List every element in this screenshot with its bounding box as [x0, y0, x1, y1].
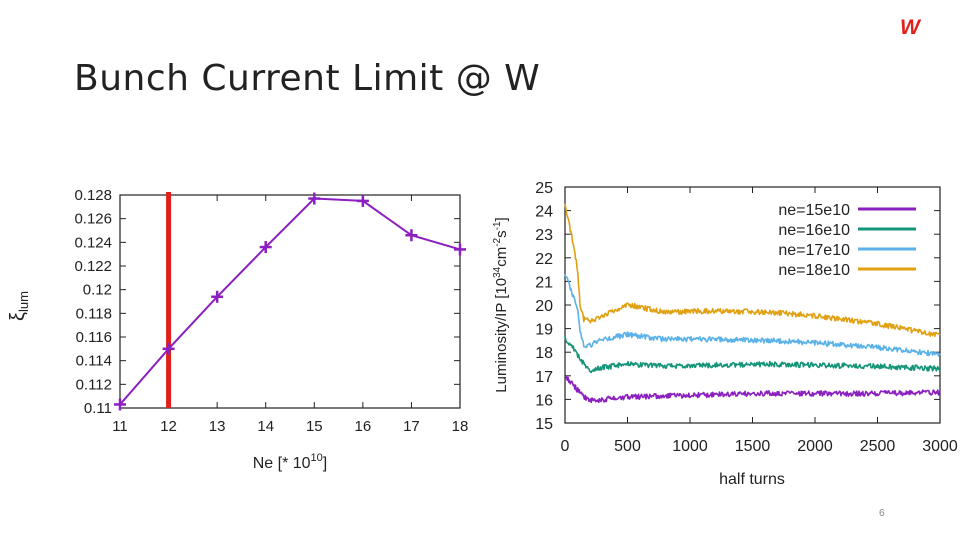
y-tick-label: 19	[535, 322, 553, 339]
x-axis-label: Ne [* 1010]	[253, 452, 328, 472]
y-tick-label: 16	[535, 392, 553, 409]
data-point	[308, 192, 321, 205]
legend-label: ne=16e10	[778, 222, 850, 239]
y-tick-label: 0.126	[74, 211, 112, 228]
data-point	[162, 342, 175, 355]
y-tick-label: 0.11	[84, 400, 112, 417]
data-point	[259, 241, 272, 254]
y-tick-label: 21	[535, 274, 553, 291]
series-line-ne=18e10	[564, 203, 941, 338]
series-line-ne=15e10	[564, 376, 941, 404]
data-point	[405, 229, 418, 242]
x-tick-label: 18	[452, 418, 469, 435]
legend-label: ne=18e10	[778, 262, 850, 279]
x-tick-label: 13	[209, 418, 226, 435]
x-tick-label: 3000	[922, 438, 958, 455]
y-tick-label: 24	[535, 204, 553, 221]
x-tick-label: 17	[403, 418, 420, 435]
x-tick-label: 11	[112, 418, 128, 435]
series-line-xi-lum	[119, 197, 461, 406]
slide-title: Bunch Current Limit @ W	[74, 58, 541, 99]
x-axis-label: half turns	[719, 471, 785, 488]
data-point	[454, 243, 466, 256]
y-tick-label: 15	[535, 416, 553, 433]
y-axis-label: ξlum	[7, 291, 31, 321]
plot-frame	[119, 194, 461, 409]
x-tick-label: 14	[257, 418, 274, 435]
x-tick-label: 1000	[672, 438, 708, 455]
data-point	[211, 290, 224, 303]
x-tick-label: 2000	[797, 438, 833, 455]
y-tick-label: 0.114	[76, 353, 112, 370]
x-tick-label: 1500	[735, 438, 771, 455]
plot-frame	[564, 186, 941, 424]
y-tick-label: 20	[535, 298, 553, 315]
y-tick-label: 0.12	[83, 282, 112, 299]
page-number: 6	[879, 508, 885, 519]
y-tick-label: 25	[535, 180, 553, 197]
x-tick-label: 15	[306, 418, 323, 435]
y-tick-label: 0.118	[76, 305, 112, 322]
y-tick-label: 18	[535, 345, 553, 362]
y-tick-label: 0.128	[74, 187, 112, 204]
y-tick-label: 17	[535, 369, 553, 386]
y-tick-label: 23	[535, 227, 553, 244]
y-tick-label: 0.122	[74, 258, 112, 275]
brand-logo: W	[900, 16, 920, 39]
series-line-ne=16e10	[564, 335, 941, 374]
y-tick-label: 0.116	[76, 329, 112, 346]
series-line-ne=17e10	[564, 273, 941, 357]
x-tick-label: 2500	[860, 438, 896, 455]
data-point	[356, 194, 369, 207]
y-tick-label: 0.112	[76, 376, 112, 393]
x-tick-label: 12	[160, 418, 177, 435]
y-tick-label: 0.124	[74, 234, 112, 251]
y-axis-label: Luminosity/IP [1034cm-2s-1]	[492, 217, 510, 392]
x-tick-label: 16	[355, 418, 372, 435]
x-tick-label: 0	[561, 438, 570, 455]
data-point	[114, 398, 126, 411]
xi-lum-chart: 11 12 13 14 15 16 17 18 0.11 0.112 0.114 0.116 0.118…	[7, 187, 469, 472]
x-tick-label: 500	[614, 438, 641, 455]
luminosity-chart: 0 500 1000 1500 2000 2500 3000 15 16 17 18 19 20 21 22…	[492, 180, 958, 488]
y-tick-label: 22	[535, 251, 553, 268]
legend-label: ne=17e10	[778, 242, 850, 259]
legend-label: ne=15e10	[778, 202, 850, 219]
